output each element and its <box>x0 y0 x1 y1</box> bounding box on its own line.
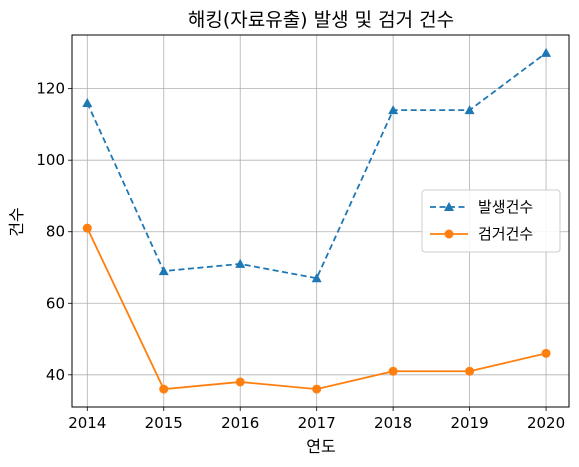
plot-area-frame <box>71 34 570 408</box>
x-tick-label: 2014 <box>68 414 106 432</box>
y-tick-label: 100 <box>36 151 65 169</box>
data-point <box>388 366 398 376</box>
data-point <box>82 223 92 233</box>
y-axis-title: 건수 <box>7 207 26 236</box>
data-point <box>235 377 245 387</box>
legend-entry: 검거건수 <box>430 225 533 243</box>
chart-title: 해킹(자료유출) 발생 및 검거 건수 <box>188 9 454 31</box>
data-point <box>82 97 93 107</box>
legend-marker <box>444 202 454 211</box>
data-point <box>465 366 475 376</box>
data-point <box>158 266 169 276</box>
data-point <box>388 105 399 115</box>
legend-label: 발생건수 <box>478 198 533 216</box>
x-tick-label: 2017 <box>298 414 336 432</box>
y-tick-label: 40 <box>46 366 65 384</box>
x-tick-label: 2016 <box>221 414 259 432</box>
x-tick-label: 2018 <box>374 414 412 432</box>
legend-marker <box>444 229 454 239</box>
legend-label: 검거건수 <box>478 225 533 243</box>
y-tick-label: 80 <box>46 223 65 241</box>
legend-entry: 발생건수 <box>430 198 533 216</box>
data-point <box>311 273 322 283</box>
series-2 <box>82 223 551 394</box>
x-tick-label: 2019 <box>451 414 489 432</box>
x-tick-label: 2015 <box>145 414 183 432</box>
legend-box <box>421 189 561 253</box>
data-point <box>312 384 322 394</box>
data-point <box>159 384 169 394</box>
x-tick-label: 2020 <box>527 414 565 432</box>
x-axis-title: 연도 <box>306 437 335 456</box>
data-point <box>464 105 475 115</box>
data-point <box>541 47 552 57</box>
tick-layer: 2014 2015 2016 2017 2018 2019 2020 40 60 80 100 120 <box>36 80 565 432</box>
y-tick-label: 60 <box>46 294 65 312</box>
series-layer <box>82 47 552 394</box>
y-tick-label: 120 <box>36 80 65 98</box>
data-point <box>235 258 246 268</box>
series-1 <box>82 47 552 283</box>
data-point <box>541 348 551 358</box>
